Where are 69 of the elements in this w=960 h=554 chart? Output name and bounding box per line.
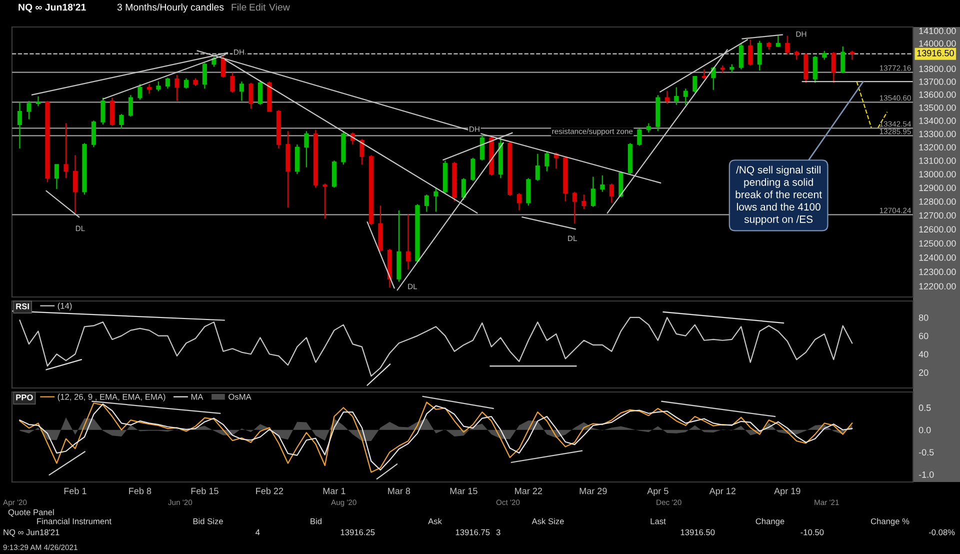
y-tick-label: 13100.00 <box>919 158 956 164</box>
text: Change % <box>870 518 910 526</box>
y-tick-label: 20 <box>919 369 928 376</box>
y-tick-label: 12600.00 <box>919 226 956 233</box>
x-tick-label: Apr 19 <box>774 488 800 496</box>
text: Bid <box>310 518 322 524</box>
y-tick-label: 12300.00 <box>919 268 956 276</box>
text: Bid Size <box>193 518 223 524</box>
annotation: /NQ sell signal still pending a solid break of the recent lows and the 4100 support on /ES <box>736 166 822 225</box>
text: 3 <box>496 529 500 536</box>
text: Quote Panel <box>8 509 54 517</box>
ref-line-label: 13916.50 <box>917 50 954 56</box>
y-tick-label: 12200.00 <box>919 283 956 290</box>
x-tick-label: Feb 1 <box>64 488 86 494</box>
x-tick-label: Mar 8 <box>388 488 410 494</box>
text: 13916.75 <box>456 529 490 536</box>
text: Financial Instrument <box>37 518 112 524</box>
chart-title: RSI <box>16 303 29 310</box>
text: Last <box>650 518 666 524</box>
text: 13916.25 <box>340 529 375 536</box>
y-tick-label: 13800.00 <box>919 66 956 72</box>
y-tick-label: 13400.00 <box>919 118 956 124</box>
legend-label: (14) <box>58 302 72 310</box>
text: 13916.50 <box>680 529 715 536</box>
y-tick-label: 0.0 <box>918 426 931 434</box>
text: Ask Size <box>532 518 564 524</box>
y-tick-label: 13500.00 <box>919 104 956 111</box>
text: Ask <box>428 518 442 524</box>
chart-title: PPO <box>16 394 33 400</box>
text: View <box>269 3 290 11</box>
text: -10.50 <box>800 529 824 536</box>
y-tick-label: 14100.00 <box>919 28 956 34</box>
x-tick-label: Feb 15 <box>191 488 218 494</box>
y-tick-label: 60 <box>919 332 928 340</box>
x-tick-label: Mar 29 <box>580 488 607 494</box>
chart-subtitle: 3 Months/Hourly candles <box>117 3 224 13</box>
legend-label: MA <box>191 394 204 400</box>
text: File <box>232 3 246 11</box>
legend-label: (12, 26, 9 , EMA, EMA, EMA) <box>58 394 166 402</box>
y-tick-label: 40 <box>918 351 928 358</box>
chart-title: NQ ∞ Jun18'21 <box>18 4 86 12</box>
x-tick-label: Feb 8 <box>129 488 152 494</box>
y-tick-label: 12800.00 <box>919 198 956 205</box>
text: NQ ∞ Jun18'21 <box>4 529 60 537</box>
y-tick-label: 0.5 <box>918 404 931 411</box>
text: -0.08% <box>928 529 955 536</box>
legend-label: OsMA <box>228 394 252 400</box>
text: Edit <box>250 3 266 11</box>
y-tick-label: -1.0 <box>918 471 934 478</box>
x-tick-label: Apr 5 <box>647 488 668 496</box>
y-tick-label: -0.5 <box>918 449 934 456</box>
y-tick-label: 12700.00 <box>919 212 956 219</box>
y-tick-label: 12500.00 <box>919 240 956 247</box>
y-tick-label: 12900.00 <box>919 184 956 192</box>
y-tick-label: 13300.00 <box>919 130 956 138</box>
y-tick-label: 12400.00 <box>919 254 956 261</box>
x-tick-label: Feb 22 <box>256 488 284 494</box>
x-tick-label: Mar 15 <box>450 488 478 494</box>
y-tick-label: 80 <box>918 314 928 321</box>
y-tick-label: 13200.00 <box>919 144 956 150</box>
x-tick-label: Apr 12 <box>709 488 736 496</box>
y-tick-label: 13600.00 <box>919 91 956 98</box>
text: Change <box>756 518 784 526</box>
x-tick-label: Mar 22 <box>515 488 542 494</box>
y-tick-label: 14000.00 <box>919 40 956 47</box>
y-tick-label: 13700.00 <box>919 78 956 85</box>
text: 4 <box>256 529 260 536</box>
x-tick-label: Mar 1 <box>323 488 346 494</box>
y-tick-label: 13000.00 <box>919 171 956 178</box>
